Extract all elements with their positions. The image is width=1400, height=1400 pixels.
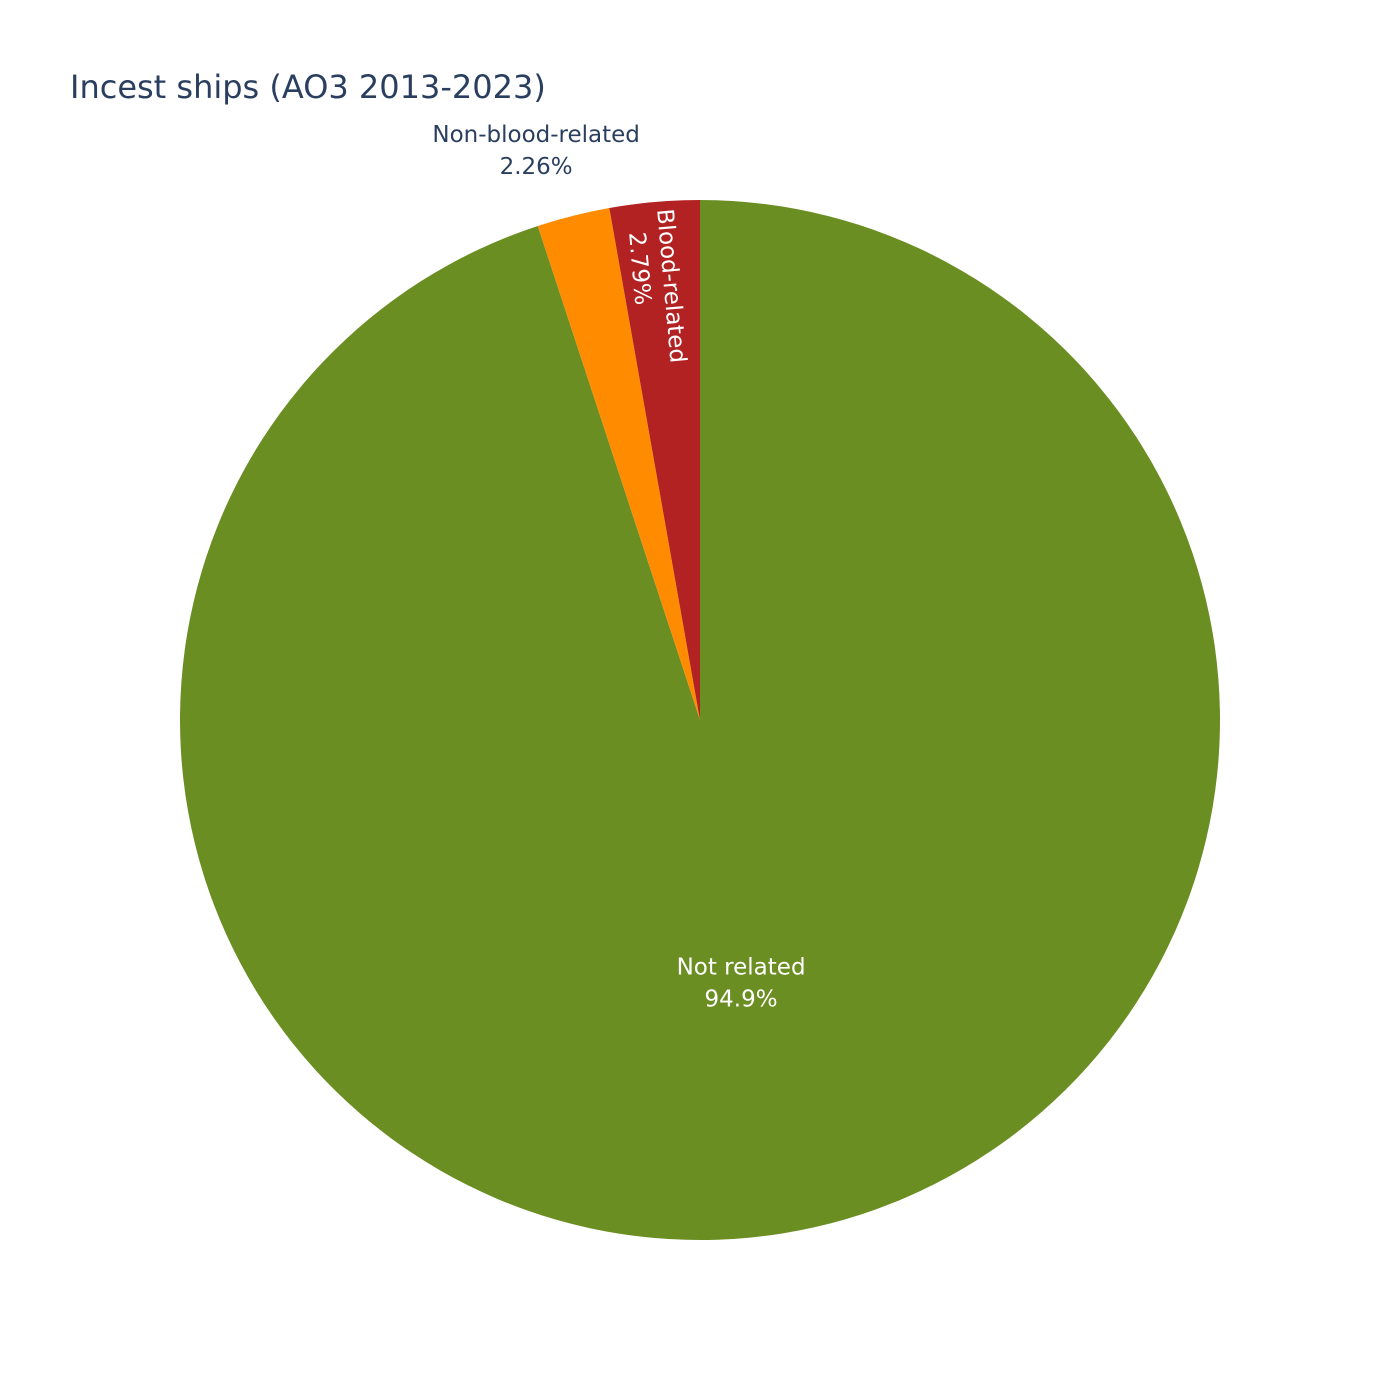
pie-slice-non-blood-related [537, 207, 700, 720]
slice-label-non-blood-related: Non-blood-related 2.26% [432, 122, 640, 180]
pie-slice-blood-related [609, 200, 700, 720]
slice-label-percent: 2.79% [623, 231, 655, 306]
slice-label-percent: 2.26% [500, 154, 573, 180]
slice-label-name: Non-blood-related [432, 122, 640, 148]
slice-label-not-related: Not related 94.9% [677, 955, 806, 1013]
chart-title: Incest ships (AO3 2013-2023) [70, 68, 546, 106]
slice-label-name: Not related [677, 955, 806, 981]
pie-slice-not-related [179, 200, 1220, 1241]
slice-label-percent: 94.9% [705, 987, 778, 1013]
